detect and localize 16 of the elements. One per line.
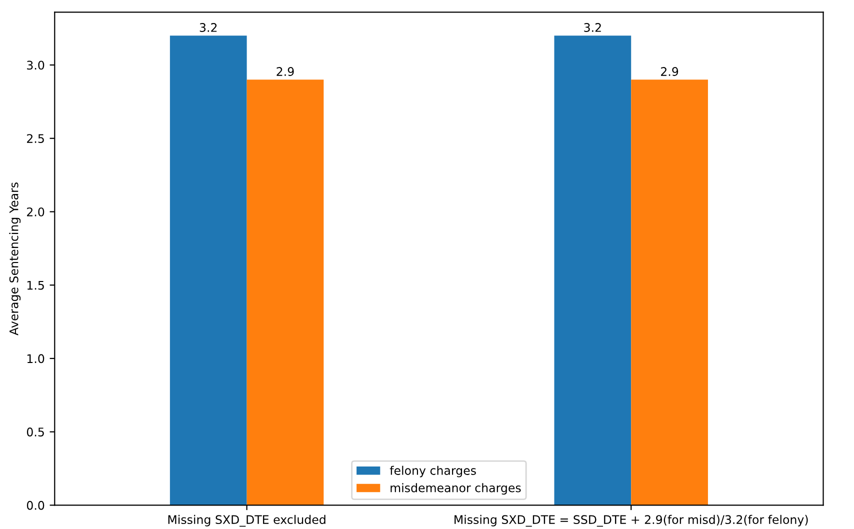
data-label: 2.9 [661,67,678,76]
x-tick-label: Missing SXD_DTE = SSD_DTE + 2.9(for misd)/3.2(for felony) [454,514,808,527]
legend-label: misdemeanor charges [390,483,521,495]
y-tick-label: 0.0 [26,500,44,510]
x-tick-label: Missing SXD_DTE excluded [168,514,326,527]
y-tick-label: 1.0 [27,354,44,364]
y-tick-label: 2.5 [27,134,44,144]
y-tick-label: 1.5 [27,280,44,290]
data-label: 3.2 [200,23,217,32]
y-tick-label: 2.0 [27,207,44,216]
data-label: 3.2 [584,23,601,32]
y-axis-title: Average Sentencing Years [9,182,21,336]
y-tick-label: 3.0 [27,60,44,70]
data-label: 2.9 [276,67,294,76]
y-tick-label: 0.5 [26,428,44,436]
legend-label: felony charges [390,466,476,478]
